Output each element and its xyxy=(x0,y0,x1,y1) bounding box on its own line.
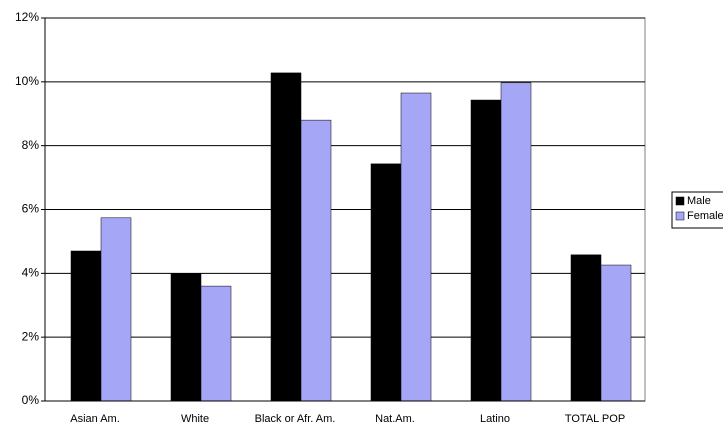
bar xyxy=(300,119,332,402)
y-tick-label: 2% xyxy=(22,329,40,343)
bar xyxy=(570,254,602,402)
legend-label: Female xyxy=(687,210,723,222)
y-tick-label: 10% xyxy=(15,74,39,88)
bar xyxy=(370,163,402,402)
x-tick-label: TOTAL POP xyxy=(565,413,625,425)
bar xyxy=(70,250,102,402)
legend-swatch xyxy=(675,196,685,206)
bar xyxy=(170,273,202,402)
y-tick-label: 8% xyxy=(22,138,40,152)
legend-label: Male xyxy=(687,195,711,207)
x-tick-label: Asian Am. xyxy=(70,413,120,425)
bar xyxy=(500,82,532,402)
bar xyxy=(200,285,232,402)
bar xyxy=(600,264,632,402)
x-tick-label: Nat.Am. xyxy=(375,413,415,425)
y-tick-label: 6% xyxy=(22,202,40,216)
y-tick-label: 0% xyxy=(22,393,40,407)
y-tick-label: 4% xyxy=(22,266,40,280)
legend-swatch xyxy=(675,211,685,221)
y-tick-label: 12% xyxy=(15,10,39,24)
x-tick-label: Black or Afr. Am. xyxy=(255,413,336,425)
x-tick-label: Latino xyxy=(480,413,510,425)
bar xyxy=(100,217,132,402)
x-tick-label: White xyxy=(181,413,209,425)
bar xyxy=(470,99,502,402)
bar xyxy=(400,92,432,402)
bar xyxy=(270,72,302,402)
